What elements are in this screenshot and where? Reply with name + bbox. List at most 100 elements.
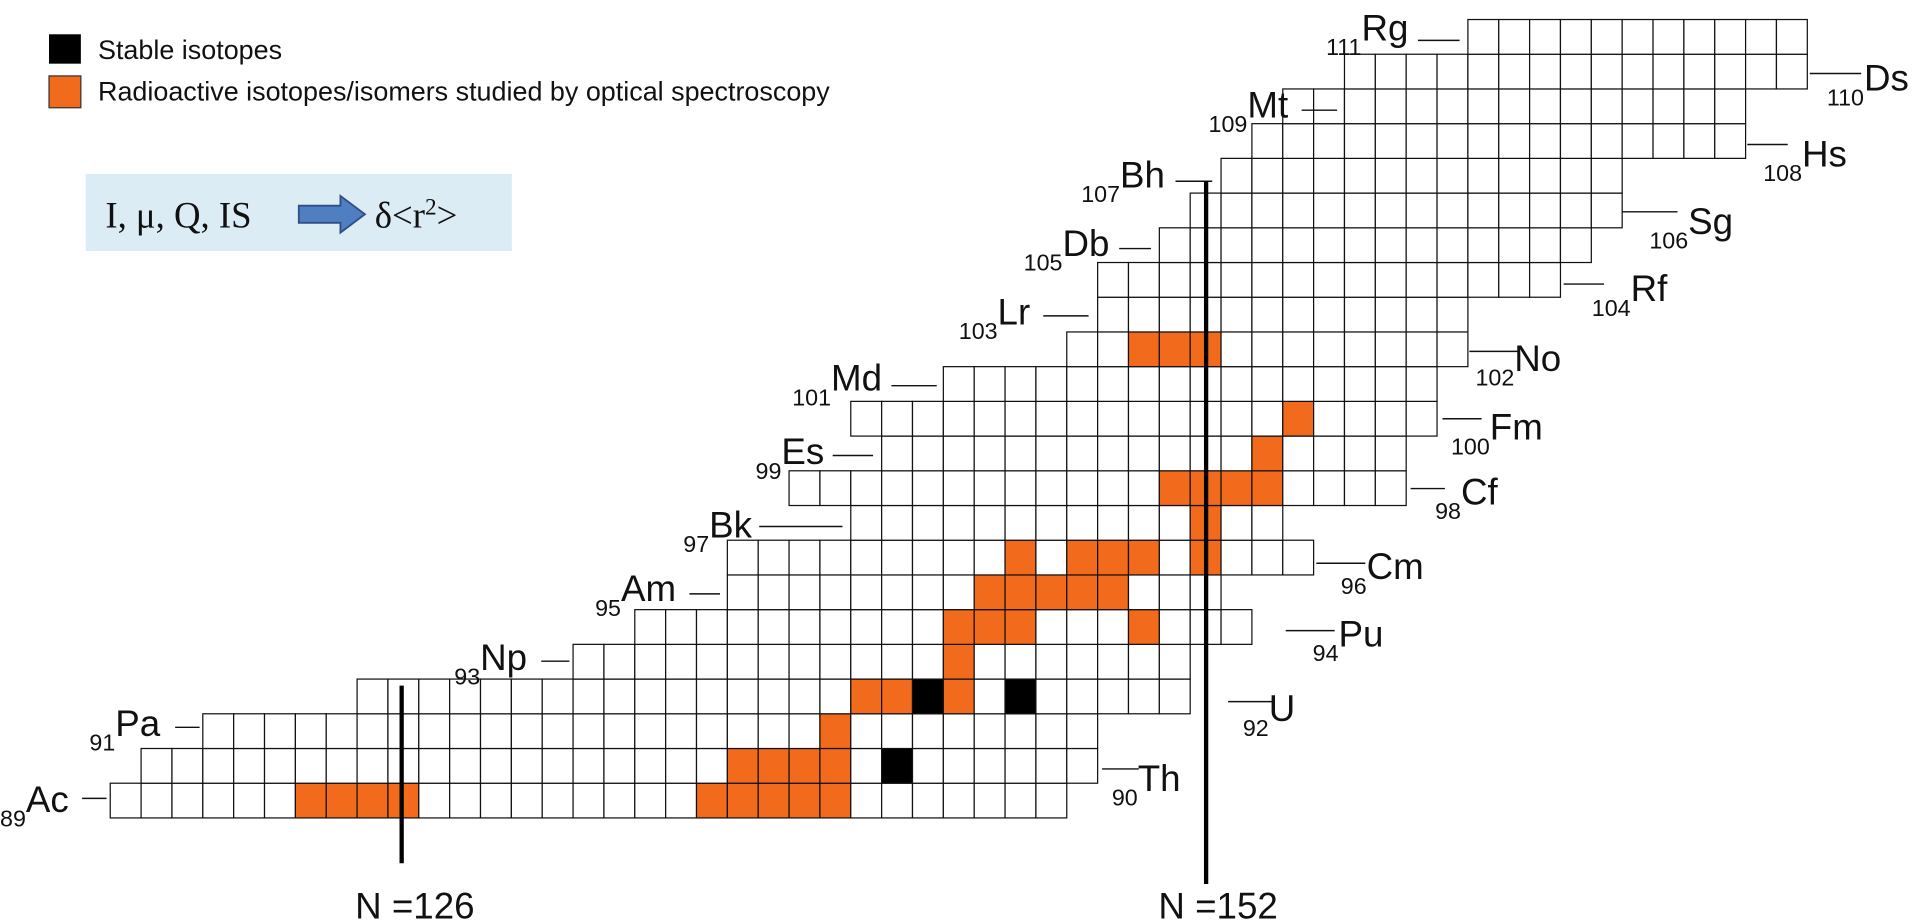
isotope-cell — [1282, 400, 1315, 437]
isotope-cell — [1066, 747, 1099, 784]
isotope-cell — [1528, 261, 1562, 298]
isotope-cell — [850, 400, 883, 437]
atomic-number: 100 — [1451, 433, 1490, 459]
element-label: 99Es — [756, 431, 825, 484]
isotope-cell — [881, 643, 914, 680]
isotope-cell — [1405, 53, 1438, 90]
isotope-cell — [1282, 157, 1315, 194]
isotope-cell — [1405, 261, 1438, 298]
isotope-cell — [1220, 609, 1253, 645]
element-label: 102No — [1475, 338, 1561, 391]
element-symbol: Ac — [26, 779, 69, 820]
isotope-cell — [479, 713, 512, 750]
atomic-number: 89 — [0, 805, 26, 831]
isotope-cell — [695, 678, 728, 715]
isotope-cell — [1528, 18, 1562, 55]
isotope-cell — [1714, 53, 1747, 90]
isotope-cell — [788, 470, 821, 507]
atomic-number: 108 — [1763, 160, 1802, 186]
isotope-cell — [1035, 609, 1068, 645]
isotope-cell — [510, 782, 543, 819]
isotope-cell — [942, 574, 975, 611]
isotope-cell — [294, 782, 327, 819]
isotope-cell — [1251, 539, 1284, 576]
isotope-cell — [1004, 782, 1037, 819]
isotope-cell — [850, 470, 883, 507]
isotope-cell — [1282, 123, 1315, 159]
isotope-cell — [418, 747, 451, 784]
isotope-cell — [1621, 123, 1654, 159]
isotope-cell — [1374, 435, 1407, 472]
isotope-cell — [1467, 88, 1500, 125]
isotope-cell — [695, 609, 728, 645]
atomic-number: 97 — [683, 531, 709, 557]
isotope-cell — [1436, 261, 1469, 298]
isotope-cell — [603, 643, 636, 680]
isotope-cell — [1436, 53, 1469, 90]
isotope-cell — [788, 678, 821, 715]
isotope-cell — [1683, 123, 1716, 159]
isotope-cell — [634, 678, 667, 715]
isotope-cell — [1035, 747, 1068, 784]
isotope-cell — [1220, 227, 1253, 264]
atomic-number: 105 — [1024, 250, 1063, 276]
isotope-cell — [1220, 504, 1253, 541]
isotope-cell — [1004, 609, 1037, 645]
isotope-cell — [757, 539, 790, 576]
isotope-cell — [881, 747, 914, 784]
isotope-cell — [757, 574, 790, 611]
isotope-cell — [665, 747, 698, 784]
element-symbol: Db — [1062, 223, 1109, 264]
isotope-cell — [634, 747, 667, 784]
isotope-cell — [1374, 470, 1407, 507]
isotope-cell — [1436, 157, 1469, 194]
isotope-cell — [1004, 504, 1037, 541]
isotope-cell — [202, 782, 235, 819]
formula-result: δ<r2> — [375, 194, 458, 235]
element-symbol: Pa — [115, 703, 160, 744]
atomic-number: 95 — [595, 595, 621, 621]
isotope-cell — [1127, 261, 1160, 298]
isotope-cell — [788, 574, 821, 611]
isotope-cell — [1066, 470, 1099, 507]
isotope-cell — [1590, 157, 1623, 194]
isotope-cell — [202, 713, 235, 750]
isotope-cell — [942, 366, 975, 402]
isotope-cell — [819, 678, 852, 715]
isotope-cell — [1313, 470, 1346, 507]
isotope-cell — [1467, 227, 1500, 264]
isotope-cell — [1775, 53, 1808, 90]
isotope-cell — [1744, 18, 1778, 55]
isotope-cell — [541, 678, 574, 715]
isotope-cell — [1405, 157, 1438, 194]
isotope-cell — [356, 782, 389, 819]
isotope-cell — [479, 747, 512, 784]
isotope-cell — [1652, 88, 1685, 125]
isotope-cell — [788, 782, 821, 819]
isotope-cell — [1220, 470, 1253, 507]
isotope-cell — [1282, 470, 1315, 507]
isotope-cell — [1066, 609, 1099, 645]
isotope-cell — [942, 747, 975, 784]
isotope-cell — [1559, 227, 1592, 264]
isotope-cell — [1004, 643, 1037, 680]
isotope-cell — [1004, 435, 1037, 472]
isotope-cell — [1559, 192, 1592, 229]
isotope-cell — [1158, 504, 1191, 541]
isotope-cell — [911, 504, 944, 541]
isotope-cell — [1251, 261, 1284, 298]
isotope-cell — [1559, 123, 1592, 159]
formula-sup: 2 — [425, 194, 437, 220]
element-symbol: Bk — [709, 505, 752, 546]
element-label: 90Th — [1112, 758, 1181, 811]
element-label: 92U — [1243, 688, 1295, 741]
element-label: 106Sg — [1649, 201, 1733, 254]
isotope-cell — [973, 609, 1006, 645]
isotope-cell — [294, 713, 327, 750]
isotope-cell — [356, 747, 389, 784]
isotope-cell — [1035, 643, 1068, 680]
element-symbol: Pu — [1339, 614, 1384, 655]
isotope-cell — [1467, 53, 1500, 90]
element-label: 108Hs — [1763, 134, 1847, 187]
